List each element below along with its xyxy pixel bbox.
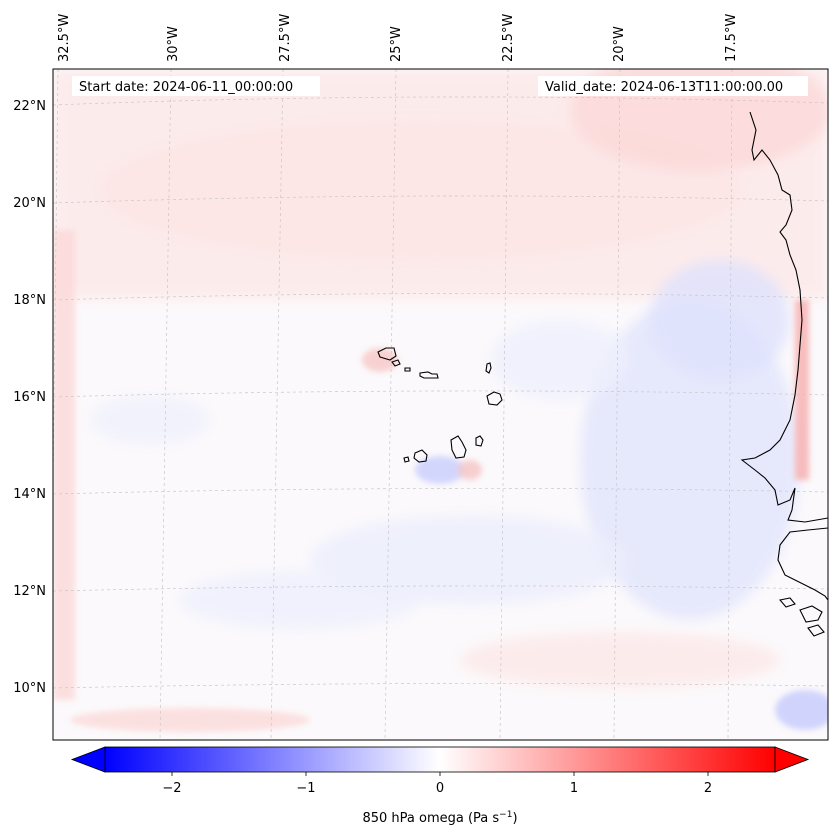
latitude-labels: 22°N 20°N 18°N 16°N 14°N 12°N 10°N: [13, 99, 46, 696]
lat-label: 16°N: [13, 390, 46, 405]
colorbar-extend-max: [774, 746, 810, 773]
island-sao-vicente: [391, 359, 401, 367]
colorbar-body: [104, 746, 776, 773]
lat-label: 22°N: [13, 99, 46, 114]
colorbar-tick-label: 2: [704, 781, 712, 796]
lat-label: 14°N: [13, 487, 46, 502]
lat-label: 20°N: [13, 196, 46, 211]
valid-date-label: Valid_date: 2024-06-13T11:00:00.00: [545, 80, 783, 95]
island-fogo: [413, 449, 428, 463]
colorbar: −2 −1 0 1 2 850 hPa omega (Pa s−1): [70, 746, 810, 826]
map-frame: [52, 68, 829, 741]
colorbar-title: 850 hPa omega (Pa s−1): [362, 810, 517, 826]
island-brava: [403, 456, 410, 463]
lon-label: 22.5°W: [501, 14, 516, 62]
colorbar-tick-label: −2: [162, 781, 181, 796]
lon-label: 30°W: [166, 26, 181, 62]
colorbar-extend-min: [70, 746, 106, 773]
graticule: [53, 69, 828, 740]
lon-label: 32.5°W: [57, 14, 72, 62]
african-coastline: [740, 111, 828, 523]
lat-label: 18°N: [13, 293, 46, 308]
island-santiago: [450, 435, 467, 459]
coastline: [377, 111, 828, 637]
lon-label: 27.5°W: [278, 14, 293, 62]
map-panel: Start date: 2024-06-11_00:00:00 Valid_da…: [52, 68, 829, 741]
island-santa-luzia: [404, 367, 411, 372]
colorbar-tick-label: 0: [436, 781, 444, 796]
island-boa-vista: [486, 391, 503, 406]
island-sal: [485, 362, 492, 374]
island-maio: [475, 435, 484, 447]
colorbar-tick-label: −1: [296, 781, 315, 796]
gambia-coast: [777, 527, 828, 601]
lat-label: 12°N: [13, 584, 46, 599]
lat-label: 10°N: [13, 681, 46, 696]
start-date-label: Start date: 2024-06-11_00:00:00: [79, 80, 293, 95]
lon-label: 20°W: [612, 26, 627, 62]
colorbar-tick-label: 1: [570, 781, 578, 796]
lon-label: 17.5°W: [724, 14, 739, 62]
omega-field: [53, 69, 828, 732]
longitude-labels: 32.5°W 30°W 27.5°W 25°W 22.5°W 20°W 17.5…: [57, 14, 739, 62]
island-sao-nicolau: [419, 371, 439, 379]
island-santo-antao: [377, 347, 397, 361]
lon-label: 25°W: [389, 26, 404, 62]
